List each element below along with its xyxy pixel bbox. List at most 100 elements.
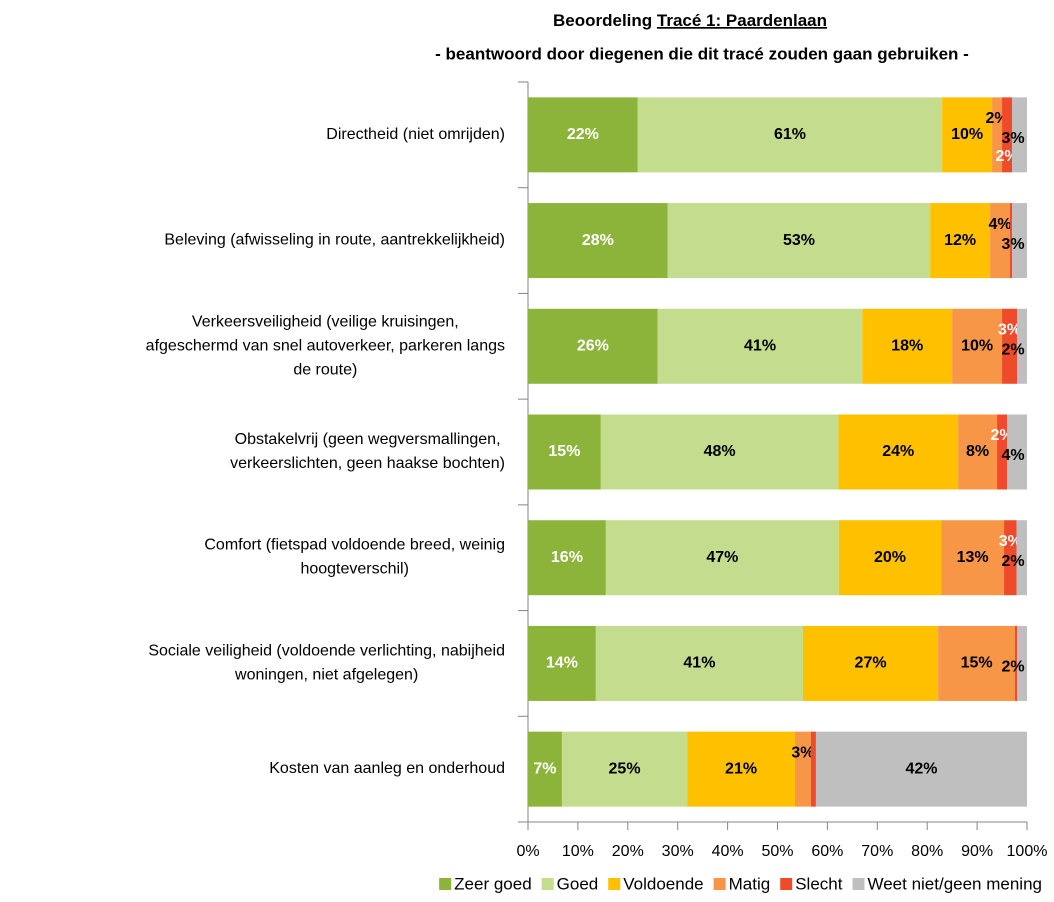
value-label: 10% — [961, 338, 993, 355]
value-label: 41% — [683, 655, 715, 672]
legend-label: Weet niet/geen mening — [867, 874, 1042, 893]
value-label: 20% — [874, 549, 906, 566]
bar-segment — [528, 414, 601, 490]
bar-segment — [561, 731, 688, 807]
value-label: 2% — [1001, 659, 1024, 676]
y-tick-label: Beleving (afwisseling in route, aantrekk… — [164, 232, 505, 249]
bar-segment — [657, 308, 863, 384]
bar-segment — [992, 97, 1003, 173]
y-tick-label: Kosten van aanleg en onderhoud — [269, 760, 505, 777]
value-label: 13% — [957, 549, 989, 566]
value-label: 42% — [905, 760, 937, 777]
x-tick-label: 60% — [811, 843, 843, 860]
bar-segment — [815, 731, 1027, 807]
value-label: 14% — [546, 655, 578, 672]
bar-segment — [794, 731, 811, 807]
bar-segment — [595, 625, 803, 701]
legend-label: Matig — [729, 874, 771, 893]
legend-swatch — [852, 878, 865, 890]
bar-segment — [862, 308, 953, 384]
x-tick-label: 80% — [911, 843, 943, 860]
value-label: 48% — [704, 443, 736, 460]
bar-segment — [1012, 203, 1027, 279]
bar-segment — [958, 414, 998, 490]
bar-segment — [930, 203, 991, 279]
y-tick-label: Obstakelvrij (geen wegversmallingen, verk… — [230, 431, 505, 472]
y-tick-label: Comfort (fietspad voldoende breed, weini… — [204, 537, 505, 578]
chart-subtitle: - beantwoord door diegenen die dit tracé… — [435, 44, 969, 63]
bar-segment — [1010, 203, 1013, 279]
value-label: 22% — [567, 126, 599, 143]
bar-segment — [952, 308, 1003, 384]
value-label: 3% — [1001, 130, 1024, 147]
value-label: 3% — [791, 744, 814, 761]
legend-swatch — [608, 878, 621, 890]
value-label: 21% — [725, 760, 757, 777]
bar-segment — [1015, 625, 1018, 701]
x-tick-label: 40% — [712, 843, 744, 860]
title-text: Beoordeling — [553, 11, 652, 30]
title-underlined: Tracé 1: Paardenlaan — [657, 11, 827, 30]
bar-segment — [997, 414, 1008, 490]
value-label: 15% — [961, 655, 993, 672]
value-label: 4% — [1001, 447, 1024, 464]
value-label: 28% — [582, 232, 614, 249]
bar-segment — [1004, 520, 1017, 596]
legend-label: Voldoende — [623, 874, 703, 893]
y-tick-label: Directheid (niet omrijden) — [326, 126, 505, 143]
bar-segment — [1017, 625, 1027, 701]
x-tick-label: 100% — [1007, 843, 1048, 860]
value-label: 47% — [706, 549, 738, 566]
bar-segment — [528, 520, 606, 596]
bar-segment — [600, 414, 839, 490]
bar-segment — [810, 731, 816, 807]
value-label: 25% — [609, 760, 641, 777]
bar-segment — [637, 97, 943, 173]
bar-segment — [941, 520, 1005, 596]
bar-segment — [667, 203, 931, 279]
x-tick-label: 70% — [861, 843, 893, 860]
bar-segment — [1017, 308, 1027, 384]
bar-segment — [942, 97, 993, 173]
x-tick-label: 0% — [516, 843, 539, 860]
value-label: 27% — [855, 655, 887, 672]
value-label: 61% — [774, 126, 806, 143]
bar-segment — [990, 203, 1011, 279]
legend-swatch — [713, 878, 726, 890]
bar-segment — [1007, 414, 1027, 490]
value-label: 8% — [966, 443, 989, 460]
legend-swatch — [780, 878, 793, 890]
bar-segment — [528, 203, 668, 279]
value-label: 26% — [577, 338, 609, 355]
bar-segment — [528, 97, 638, 173]
x-tick-label: 20% — [612, 843, 644, 860]
x-tick-label: 30% — [662, 843, 694, 860]
bar-segment — [1002, 97, 1013, 173]
bar-segment — [838, 520, 942, 596]
value-label: 24% — [882, 443, 914, 460]
value-label: 3% — [1001, 236, 1024, 253]
bar-segment — [802, 625, 939, 701]
bar-segment — [528, 308, 658, 384]
legend-label: Goed — [557, 874, 599, 893]
value-label: 2% — [1001, 342, 1024, 359]
value-label: 10% — [951, 126, 983, 143]
x-tick-label: 10% — [562, 843, 594, 860]
value-label: 12% — [944, 232, 976, 249]
value-label: 3% — [998, 322, 1021, 339]
legend-label: Slecht — [795, 874, 843, 893]
x-tick-label: 50% — [761, 843, 793, 860]
value-label: 3% — [999, 533, 1022, 550]
value-label: 15% — [548, 443, 580, 460]
y-tick-label: Sociale veiligheid (voldoende verlichtin… — [148, 643, 505, 684]
value-label: 41% — [744, 338, 776, 355]
bar-segment — [1016, 520, 1027, 596]
legend: Zeer goed Goed Voldoende Matig Slecht Weet ni… — [439, 874, 1042, 893]
bar-segment — [938, 625, 1016, 701]
bar-segment — [528, 625, 596, 701]
legend-swatch — [439, 878, 452, 890]
value-label: 18% — [891, 338, 923, 355]
value-label: 16% — [551, 549, 583, 566]
chart-title: Beoordeling Tracé 1: Paardenlaan — [553, 11, 827, 30]
bar-segment — [1012, 97, 1027, 173]
